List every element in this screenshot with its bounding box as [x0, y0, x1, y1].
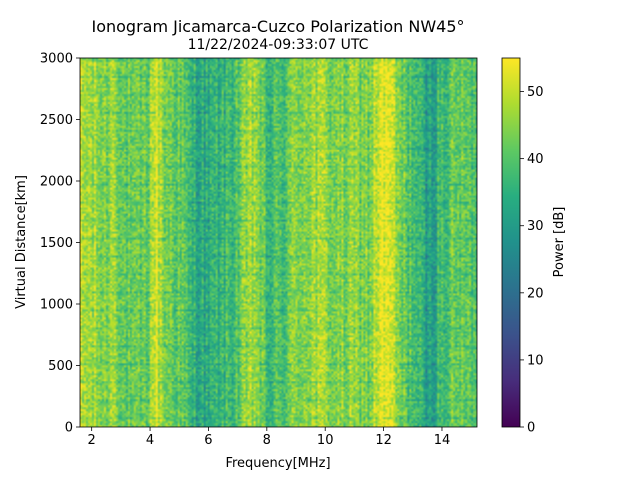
- y-tick-label: 1000: [40, 298, 73, 313]
- chart-subtitle: 11/22/2024-09:33:07 UTC: [188, 37, 369, 53]
- y-axis: 0 500 1000 1500 2000 2500 3000: [40, 52, 80, 436]
- x-tick-label: 10: [317, 433, 334, 448]
- x-tick-label: 8: [263, 433, 271, 448]
- x-tick-label: 14: [434, 433, 451, 448]
- heatmap-image: [80, 58, 477, 427]
- colorbar-tick-label: 40: [527, 152, 544, 167]
- y-axis-label: Virtual Distance[km]: [14, 175, 29, 309]
- colorbar: [501, 57, 521, 428]
- y-tick-label: 2000: [40, 175, 73, 190]
- y-tick-label: 0: [65, 421, 73, 436]
- y-tick-label: 1500: [40, 236, 73, 251]
- y-tick-label: 2500: [40, 113, 73, 128]
- heatmap-area: [80, 58, 477, 427]
- y-tick-label: 3000: [40, 52, 73, 67]
- colorbar-tick-label: 0: [527, 421, 535, 436]
- x-tick-label: 12: [375, 433, 392, 448]
- x-axis-label: Frequency[MHz]: [225, 456, 330, 471]
- x-tick-label: 4: [146, 433, 154, 448]
- x-tick-label: 2: [88, 433, 96, 448]
- colorbar-axis: 0 10 20 30 40 50: [520, 85, 544, 436]
- colorbar-tick-label: 30: [527, 219, 544, 234]
- colorbar-tick-label: 10: [527, 353, 544, 368]
- colorbar-label: Power [dB]: [552, 207, 567, 278]
- y-tick-label: 500: [48, 359, 73, 374]
- colorbar-tick-label: 50: [527, 85, 544, 100]
- x-axis: 2 4 6 8 10 12 14: [88, 427, 451, 448]
- x-tick-label: 6: [204, 433, 212, 448]
- chart-title: Ionogram Jicamarca-Cuzco Polarization NW…: [91, 17, 464, 36]
- colorbar-tick-label: 20: [527, 286, 544, 301]
